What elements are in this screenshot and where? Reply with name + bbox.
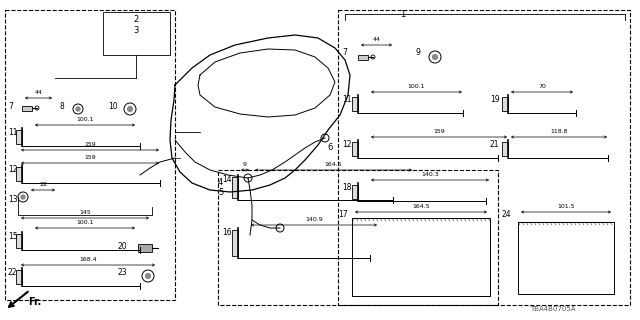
Text: 17: 17 [338,210,348,219]
Bar [16,234,22,248]
Text: 19: 19 [490,95,500,104]
Bar [502,97,508,111]
Bar [352,218,490,296]
Bar [16,130,22,144]
Text: 3: 3 [133,26,138,35]
Circle shape [127,107,132,111]
Circle shape [21,195,25,199]
Text: 21: 21 [490,140,499,149]
Bar [232,230,238,256]
Text: TBA4B0705A: TBA4B0705A [530,306,575,312]
Text: 15: 15 [8,232,18,241]
Text: 8: 8 [60,102,65,111]
Text: 1: 1 [400,10,405,19]
Text: 10: 10 [108,102,118,111]
Text: 7: 7 [342,48,347,57]
Bar [22,106,32,111]
Bar [358,55,368,60]
Text: 14: 14 [222,175,232,184]
Text: 145: 145 [79,210,91,215]
Text: 159: 159 [433,129,445,134]
Text: 159: 159 [84,155,96,160]
Text: 2: 2 [133,15,138,24]
Text: 11: 11 [8,128,17,137]
Circle shape [76,107,80,111]
Bar [16,167,22,181]
Text: 5: 5 [218,188,223,197]
Text: 140.3: 140.3 [421,172,439,177]
Text: 6: 6 [327,143,332,152]
Text: 9: 9 [243,162,247,167]
Text: 13: 13 [8,195,18,204]
Text: 22: 22 [39,182,47,187]
Text: 24: 24 [502,210,511,219]
Text: 118.8: 118.8 [550,129,568,134]
Text: 22: 22 [8,268,17,277]
Text: 164.5: 164.5 [324,162,342,167]
Text: 4: 4 [218,178,223,187]
Circle shape [146,274,150,278]
Bar [338,10,630,305]
Text: 44: 44 [372,37,381,42]
Bar [352,97,358,111]
Text: 18: 18 [342,183,351,192]
Bar [518,222,614,294]
Text: 16: 16 [222,228,232,237]
Text: 7: 7 [8,102,13,111]
Text: 9: 9 [415,48,420,57]
Text: 101.5: 101.5 [557,204,575,209]
Text: 23: 23 [118,268,127,277]
Text: 168.4: 168.4 [79,257,97,262]
Bar [16,270,22,284]
Text: 12: 12 [342,140,351,149]
Text: 11: 11 [342,95,351,104]
Text: 140.9: 140.9 [305,217,323,222]
Text: 12: 12 [8,165,17,174]
Bar [218,170,498,305]
Text: 70: 70 [538,84,546,89]
Text: 100.1: 100.1 [76,117,93,122]
Bar [352,185,358,199]
Text: 100.1: 100.1 [76,220,93,225]
Bar [502,142,508,156]
Text: 164.5: 164.5 [412,204,430,209]
Circle shape [433,55,437,60]
Bar [138,244,152,252]
Text: 159: 159 [84,142,96,147]
Bar [5,10,175,300]
Bar [232,177,238,198]
Bar [352,142,358,156]
Bar [103,12,170,55]
Text: Fr.: Fr. [28,297,41,307]
Text: 44: 44 [35,90,42,95]
Text: 20: 20 [118,242,127,251]
Text: 100.1: 100.1 [408,84,425,89]
